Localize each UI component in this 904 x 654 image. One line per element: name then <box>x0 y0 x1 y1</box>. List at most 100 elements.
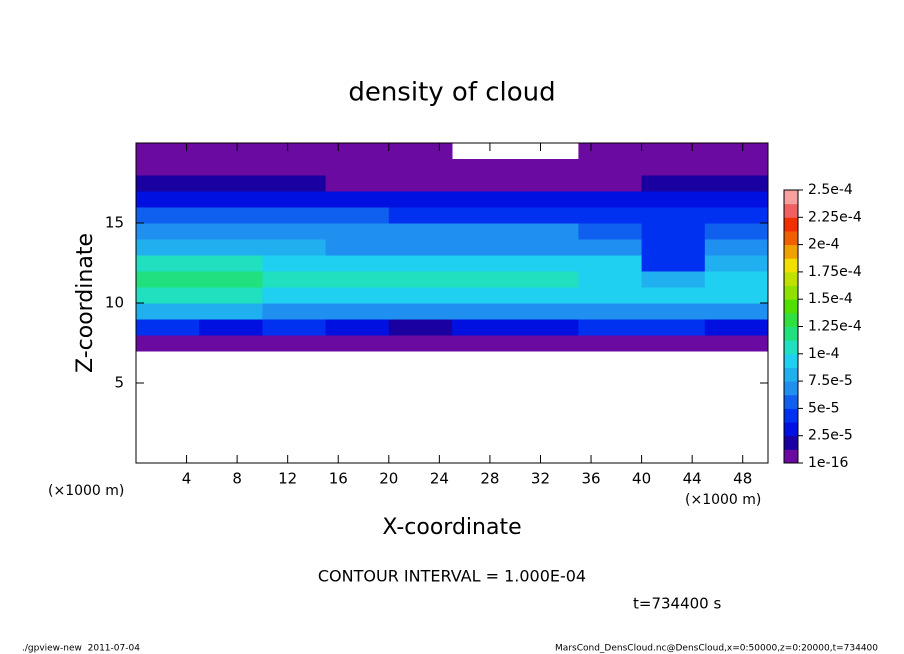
density-cell <box>641 287 706 304</box>
density-cell <box>388 303 453 320</box>
time-label: t=734400 s <box>633 595 721 613</box>
density-cell <box>325 335 390 352</box>
density-cell <box>199 175 263 192</box>
colorbar-cell <box>784 408 798 423</box>
density-cell <box>262 223 327 240</box>
density-cell <box>515 175 579 192</box>
density-cell <box>452 239 516 256</box>
density-cell <box>325 175 390 192</box>
colorbar-cell <box>784 340 798 355</box>
x-tick-label: 4 <box>182 470 192 488</box>
density-cell <box>515 271 579 288</box>
density-cell <box>452 335 516 352</box>
footer-right: MarsCond_DensCloud.nc@DensCloud,x=0:5000… <box>555 644 878 654</box>
x-tick-label: 36 <box>581 470 600 488</box>
density-cell <box>578 191 643 208</box>
colorbar-cell <box>784 394 798 409</box>
density-cell <box>262 287 327 304</box>
density-cell <box>515 255 579 272</box>
density-cell <box>515 223 579 240</box>
density-cell <box>452 207 516 224</box>
density-cell <box>578 335 643 352</box>
colorbar-cell <box>784 449 798 464</box>
density-cell <box>199 255 263 272</box>
colorbar-cell <box>784 367 798 382</box>
density-cell <box>262 239 327 256</box>
density-cell <box>325 239 390 256</box>
colorbar-label: 1.25e-4 <box>808 319 862 335</box>
density-cell <box>515 191 579 208</box>
density-cell <box>641 191 706 208</box>
density-cell <box>578 303 643 320</box>
colorbar-cell <box>784 435 798 450</box>
density-cell <box>199 239 263 256</box>
colorbar-cell <box>784 353 798 368</box>
density-cell <box>704 255 769 272</box>
colorbar-cell <box>784 244 798 259</box>
density-cell <box>641 159 706 176</box>
density-cell <box>199 143 263 160</box>
density-cell <box>641 239 706 256</box>
density-cell <box>262 191 327 208</box>
density-cell <box>515 159 579 176</box>
x-unit: (×1000 m) <box>685 492 761 508</box>
density-cell <box>136 207 200 224</box>
density-cell <box>641 207 706 224</box>
chart-title: density of cloud <box>348 78 555 108</box>
x-tick-label: 48 <box>733 470 752 488</box>
x-tick-label: 32 <box>531 470 550 488</box>
density-cell <box>515 335 579 352</box>
density-cell <box>262 159 327 176</box>
density-cell <box>578 287 643 304</box>
density-cell <box>262 303 327 320</box>
density-cell <box>704 223 769 240</box>
density-cell <box>704 239 769 256</box>
density-cell <box>325 143 390 160</box>
density-cell <box>325 271 390 288</box>
density-cell <box>452 319 516 336</box>
x-tick-label: 28 <box>480 470 499 488</box>
x-tick-label: 8 <box>232 470 242 488</box>
colorbar-cell <box>784 285 798 300</box>
density-cell <box>515 287 579 304</box>
colorbar-cell <box>784 326 798 341</box>
density-cell <box>388 255 453 272</box>
density-cell <box>262 319 327 336</box>
density-cell <box>262 335 327 352</box>
density-cell <box>641 271 706 288</box>
x-tick-label: 12 <box>278 470 297 488</box>
colorbar-label: 7.5e-5 <box>808 373 853 389</box>
density-cell <box>199 319 263 336</box>
density-cell <box>325 255 390 272</box>
density-cell <box>325 191 390 208</box>
density-cell <box>388 287 453 304</box>
colorbar-cell <box>784 230 798 246</box>
colorbar-label: 2e-4 <box>808 237 840 253</box>
density-cell <box>325 287 390 304</box>
density-cell <box>262 271 327 288</box>
density-cell <box>704 191 769 208</box>
density-cell <box>452 175 516 192</box>
colorbar-cell <box>784 271 798 287</box>
density-cell <box>578 143 643 160</box>
density-cell <box>704 335 769 352</box>
density-cell <box>641 255 706 272</box>
density-cell <box>136 319 200 336</box>
x-axis-label: X-coordinate <box>382 515 521 540</box>
density-cell <box>136 175 200 192</box>
density-cell <box>325 319 390 336</box>
density-cell <box>388 239 453 256</box>
density-cell <box>452 159 516 176</box>
density-cell <box>136 303 200 320</box>
density-cell <box>199 159 263 176</box>
density-cell <box>262 175 327 192</box>
density-cell <box>704 207 769 224</box>
density-cell <box>199 223 263 240</box>
density-cell <box>578 271 643 288</box>
x-tick-label: 16 <box>329 470 348 488</box>
colorbar-cell <box>784 258 798 273</box>
colorbar-cell <box>784 422 798 437</box>
density-cell <box>136 255 200 272</box>
density-cell <box>578 159 643 176</box>
